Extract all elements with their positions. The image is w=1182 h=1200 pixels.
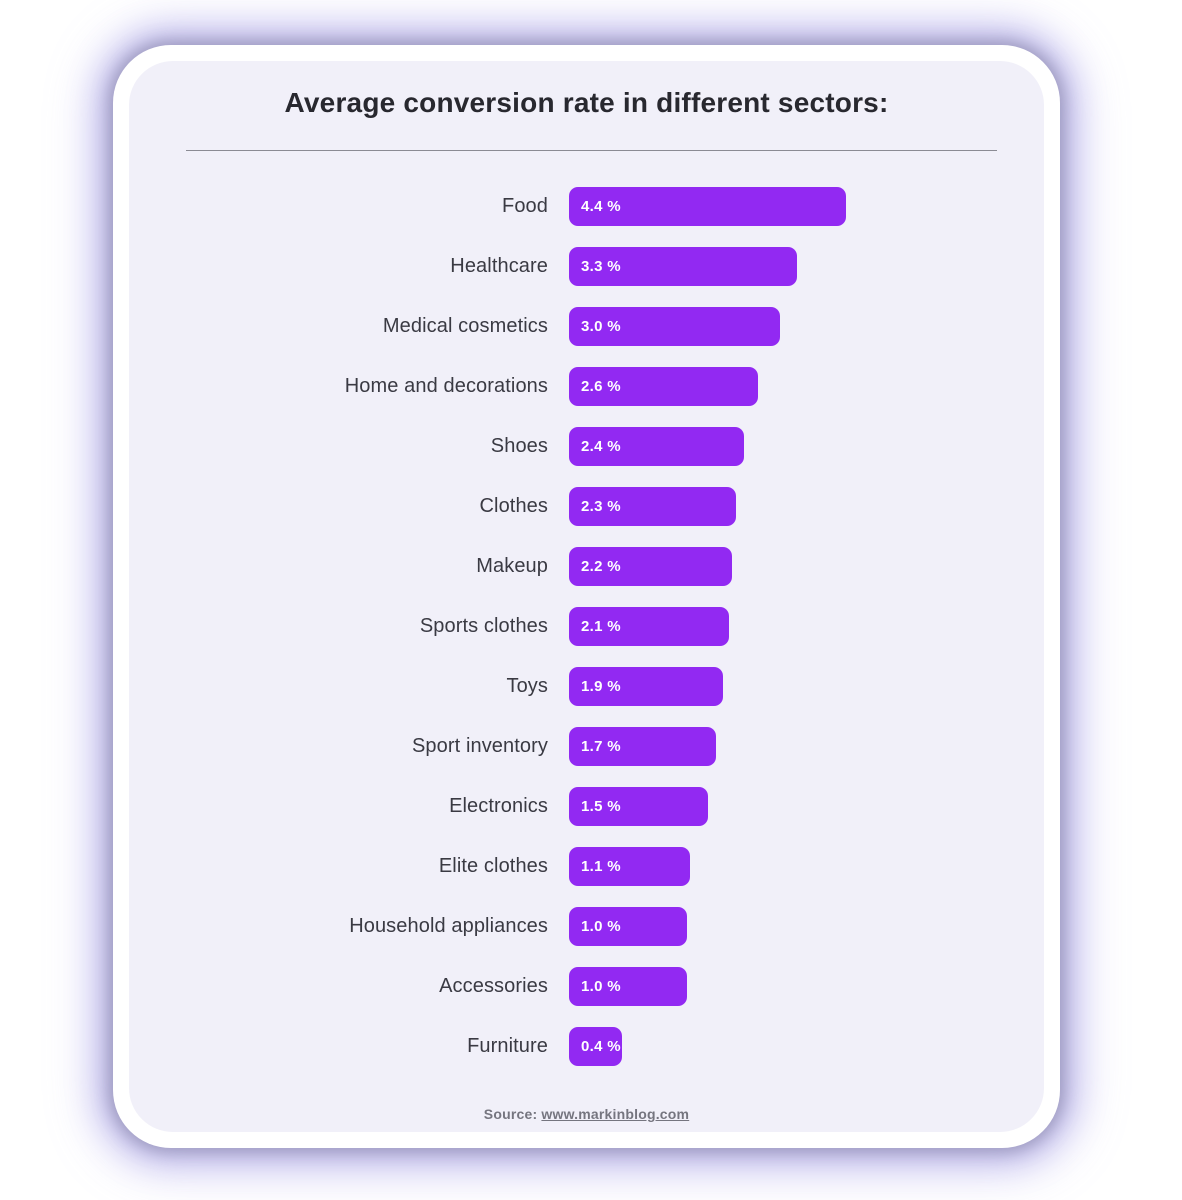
chart-row: Clothes 2.3 % — [129, 487, 1044, 526]
category-label: Sports clothes — [419, 615, 548, 637]
bar-value-label: 4.4 % — [581, 198, 621, 215]
bar-value-label: 1.9 % — [581, 678, 621, 695]
bar-value-label: 1.7 % — [581, 738, 621, 755]
bar-value-label: 3.3 % — [581, 258, 621, 275]
category-label: Home and decorations — [344, 375, 548, 397]
chart-row: Healthcare 3.3 % — [129, 247, 1044, 286]
bar: 1.0 % — [569, 907, 687, 946]
chart-row: Toys 1.9 % — [129, 667, 1044, 706]
chart-card-inner: Average conversion rate in different sec… — [129, 61, 1044, 1132]
category-label: Electronics — [449, 795, 548, 817]
source-link[interactable]: www.markinblog.com — [541, 1106, 690, 1122]
bar-value-label: 2.3 % — [581, 498, 621, 515]
bar: 3.0 % — [569, 307, 780, 346]
bar: 2.1 % — [569, 607, 729, 646]
category-label: Toys — [506, 675, 548, 697]
category-label: Healthcare — [450, 255, 548, 277]
bar-value-label: 2.1 % — [581, 618, 621, 635]
bar-value-label: 2.6 % — [581, 378, 621, 395]
chart-row: Medical cosmetics 3.0 % — [129, 307, 1044, 346]
bar: 0.4 % — [569, 1027, 622, 1066]
bar-value-label: 1.1 % — [581, 858, 621, 875]
category-label: Food — [502, 195, 548, 217]
category-label: Accessories — [439, 975, 548, 997]
chart-card: Average conversion rate in different sec… — [113, 45, 1060, 1148]
bar-value-label: 1.5 % — [581, 798, 621, 815]
source-label: Source: — [483, 1106, 538, 1122]
source-line: Source: www.markinblog.com — [129, 1106, 1044, 1122]
chart-row: Electronics 1.5 % — [129, 787, 1044, 826]
chart-row: Household appliances 1.0 % — [129, 907, 1044, 946]
category-label: Sport inventory — [411, 735, 548, 757]
bar-chart: Food 4.4 % Healthcare 3.3 % Medical cosm… — [129, 187, 1044, 1087]
chart-row: Elite clothes 1.1 % — [129, 847, 1044, 886]
chart-row: Sports clothes 2.1 % — [129, 607, 1044, 646]
bar-value-label: 3.0 % — [581, 318, 621, 335]
category-label: Household appliances — [349, 915, 548, 937]
page-title: Average conversion rate in different sec… — [284, 87, 889, 118]
chart-row: Shoes 2.4 % — [129, 427, 1044, 466]
category-label: Shoes — [490, 435, 548, 457]
bar-value-label: 2.2 % — [581, 558, 621, 575]
bar-value-label: 1.0 % — [581, 978, 621, 995]
title-divider — [186, 150, 997, 151]
category-label: Elite clothes — [438, 855, 548, 877]
bar: 2.3 % — [569, 487, 736, 526]
category-label: Makeup — [476, 555, 548, 577]
category-label: Furniture — [467, 1035, 548, 1057]
bar: 2.4 % — [569, 427, 744, 466]
bar: 1.0 % — [569, 967, 687, 1006]
chart-row: Home and decorations 2.6 % — [129, 367, 1044, 406]
category-label: Medical cosmetics — [382, 315, 548, 337]
bar-value-label: 2.4 % — [581, 438, 621, 455]
chart-row: Accessories 1.0 % — [129, 967, 1044, 1006]
bar: 1.1 % — [569, 847, 690, 886]
bar-value-label: 1.0 % — [581, 918, 621, 935]
bar: 2.2 % — [569, 547, 732, 586]
bar-value-label: 0.4 % — [581, 1038, 621, 1055]
bar: 2.6 % — [569, 367, 758, 406]
category-label: Clothes — [479, 495, 548, 517]
bar: 1.7 % — [569, 727, 716, 766]
chart-row: Furniture 0.4 % — [129, 1027, 1044, 1066]
bar: 1.9 % — [569, 667, 723, 706]
bar: 1.5 % — [569, 787, 708, 826]
chart-row: Food 4.4 % — [129, 187, 1044, 226]
chart-row: Makeup 2.2 % — [129, 547, 1044, 586]
chart-row: Sport inventory 1.7 % — [129, 727, 1044, 766]
bar: 4.4 % — [569, 187, 846, 226]
bar: 3.3 % — [569, 247, 797, 286]
